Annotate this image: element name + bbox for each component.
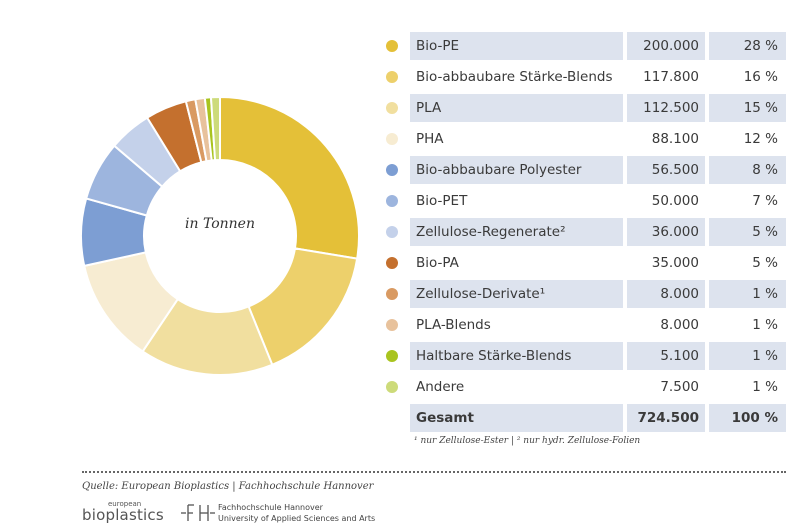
legend-swatch [386, 133, 398, 145]
legend-value: 200.000 [627, 32, 705, 60]
legend-row: Bio-PE 200.000 28 % [378, 32, 786, 60]
fh-line-2: University of Applied Sciences and Arts [218, 514, 376, 523]
legend-value: 50.000 [651, 193, 699, 209]
legend-row: Bio-abbaubare Polyester 56.500 8 % [378, 156, 786, 184]
legend-row: Bio-abbaubare Stärke-Blends 117.800 16 % [378, 63, 786, 91]
legend-percent: 1 % [709, 280, 786, 308]
fh-logo-text: Fachhochschule Hannover University of Ap… [218, 502, 375, 524]
legend-label: Bio-PA [416, 255, 459, 271]
legend-percent: 5 % [709, 218, 786, 246]
fh-logo-mark [181, 504, 215, 521]
legend-row: PHA 88.100 12 % [378, 125, 786, 153]
legend-swatch [386, 164, 398, 176]
legend-swatch [386, 102, 398, 114]
legend-value: 112.500 [627, 94, 705, 122]
donut-slice-11 [209, 95, 221, 162]
legend-value: 5.100 [627, 342, 705, 370]
legend-swatch [386, 381, 398, 393]
legend-percent: 15 % [709, 94, 786, 122]
legend-swatch [386, 195, 398, 207]
fh-line-1: Fachhochschule Hannover [218, 503, 323, 512]
donut-center-label: in Tonnen [185, 216, 255, 232]
legend-percent: 1 % [752, 317, 778, 333]
legend-swatch [386, 226, 398, 238]
legend-value: 35.000 [651, 255, 699, 271]
legend-label: Bio-PET [416, 193, 468, 209]
legend-label: Haltbare Stärke-Blends [410, 342, 623, 370]
legend-row: Haltbare Stärke-Blends 5.100 1 % [378, 342, 786, 370]
total-value: 724.500 [627, 404, 705, 432]
total-label: Gesamt [410, 404, 623, 432]
legend-label: PHA [416, 131, 444, 147]
legend-percent: 1 % [709, 342, 786, 370]
legend-swatch [386, 288, 398, 300]
legend-percent: 1 % [752, 379, 778, 395]
legend-value: 36.000 [627, 218, 705, 246]
legend-swatch [386, 350, 398, 362]
donut-slice-0 [219, 95, 360, 260]
legend-label: Zellulose-Regenerate² [410, 218, 623, 246]
legend-percent: 28 % [709, 32, 786, 60]
legend-value: 7.500 [660, 379, 699, 395]
legend-row: PLA 112.500 15 % [378, 94, 786, 122]
legend-label: Bio-abbaubare Polyester [410, 156, 623, 184]
legend-value: 88.100 [651, 131, 699, 147]
legend-table: Bio-PE 200.000 28 % Bio-abbaubare Stärke-Bl… [378, 32, 786, 435]
legend-row: Andere 7.500 1 % [378, 373, 786, 401]
legend-swatch [386, 40, 398, 52]
legend-row: PLA-Blends 8.000 1 % [378, 311, 786, 339]
european-bioplastics-logo: european bioplastics [82, 500, 172, 526]
legend-percent: 8 % [709, 156, 786, 184]
source-note: Quelle: European Bioplastics | Fachhochs… [82, 481, 374, 492]
logo-eb-small-text: european [108, 500, 142, 508]
total-percent: 100 % [709, 404, 786, 432]
footnote: ¹ nur Zellulose-Ester | ² nur hydr. Zell… [414, 436, 641, 446]
legend-swatch [386, 71, 398, 83]
legend-row: Bio-PA 35.000 5 % [378, 249, 786, 277]
logo-eb-main-text: bioplastics [82, 506, 164, 524]
legend-percent: 5 % [752, 255, 778, 271]
legend-percent: 16 % [743, 69, 778, 85]
legend-swatch [386, 319, 398, 331]
legend-swatch [386, 257, 398, 269]
divider [82, 471, 786, 473]
legend-row: Bio-PET 50.000 7 % [378, 187, 786, 215]
legend-label: PLA-Blends [416, 317, 491, 333]
legend-value: 117.800 [643, 69, 699, 85]
legend-row: Zellulose-Regenerate² 36.000 5 % [378, 218, 786, 246]
legend-value: 56.500 [627, 156, 705, 184]
legend-percent: 7 % [752, 193, 778, 209]
legend-label: Bio-abbaubare Stärke-Blends [416, 69, 613, 85]
donut-chart [80, 95, 360, 375]
legend-label: Bio-PE [410, 32, 623, 60]
legend-label: Zellulose-Derivate¹ [410, 280, 623, 308]
legend-label: Andere [416, 379, 465, 395]
legend-value: 8.000 [627, 280, 705, 308]
legend-percent: 12 % [743, 131, 778, 147]
legend-row: Zellulose-Derivate¹ 8.000 1 % [378, 280, 786, 308]
legend-label: PLA [410, 94, 623, 122]
legend-value: 8.000 [660, 317, 699, 333]
total-row: Gesamt 724.500 100 % [378, 404, 786, 432]
